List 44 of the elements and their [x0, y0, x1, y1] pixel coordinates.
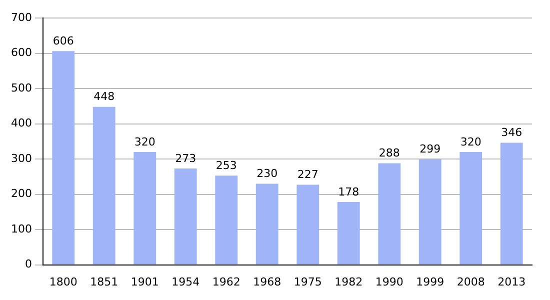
- x-tick-label: 1968: [253, 275, 282, 288]
- bar: [92, 106, 116, 264]
- data-label: 320: [460, 135, 482, 148]
- y-tick-label: 300: [10, 152, 32, 165]
- y-tick-label: 400: [10, 116, 32, 130]
- data-label: 253: [216, 158, 237, 172]
- y-tick-label: 500: [10, 81, 32, 94]
- y-tick-label: 700: [10, 10, 32, 24]
- x-tick-label: 2013: [498, 275, 526, 288]
- data-label: 606: [52, 34, 74, 48]
- x-tick-label: 2008: [456, 275, 485, 288]
- data-label: 227: [297, 168, 318, 182]
- data-label: 448: [94, 90, 115, 104]
- x-tick-label: 1962: [212, 275, 240, 288]
- y-tick-label: 200: [10, 187, 32, 200]
- x-tick-label: 1800: [49, 275, 78, 288]
- bar: [256, 184, 278, 264]
- y-tick-label: 0: [24, 258, 32, 271]
- data-label: 178: [338, 185, 360, 198]
- bar: [337, 202, 360, 264]
- x-tick-label: 1982: [334, 275, 363, 288]
- bar: [378, 163, 401, 264]
- bar: [418, 159, 442, 264]
- y-tick-label: 100: [10, 222, 32, 236]
- data-label: 230: [256, 167, 278, 180]
- x-tick-label: 1901: [130, 275, 159, 288]
- data-label: 320: [134, 135, 156, 148]
- y-tick-label: 600: [10, 46, 32, 60]
- x-tick-label: 1975: [294, 275, 322, 288]
- bar: [174, 168, 197, 264]
- bar: [215, 176, 238, 264]
- data-label: 273: [175, 152, 196, 165]
- x-tick-label: 1999: [416, 275, 444, 288]
- bar: [52, 51, 75, 264]
- bar: [296, 184, 320, 264]
- data-label: 299: [420, 142, 441, 156]
- x-tick-label: 1990: [375, 275, 404, 288]
- data-label: 346: [501, 126, 522, 140]
- bar: [460, 152, 482, 264]
- bar: [134, 152, 156, 264]
- bar: [500, 142, 523, 264]
- x-tick-label: 1954: [172, 275, 200, 288]
- data-label: 288: [378, 146, 400, 160]
- x-tick-label: 1851: [90, 275, 118, 288]
